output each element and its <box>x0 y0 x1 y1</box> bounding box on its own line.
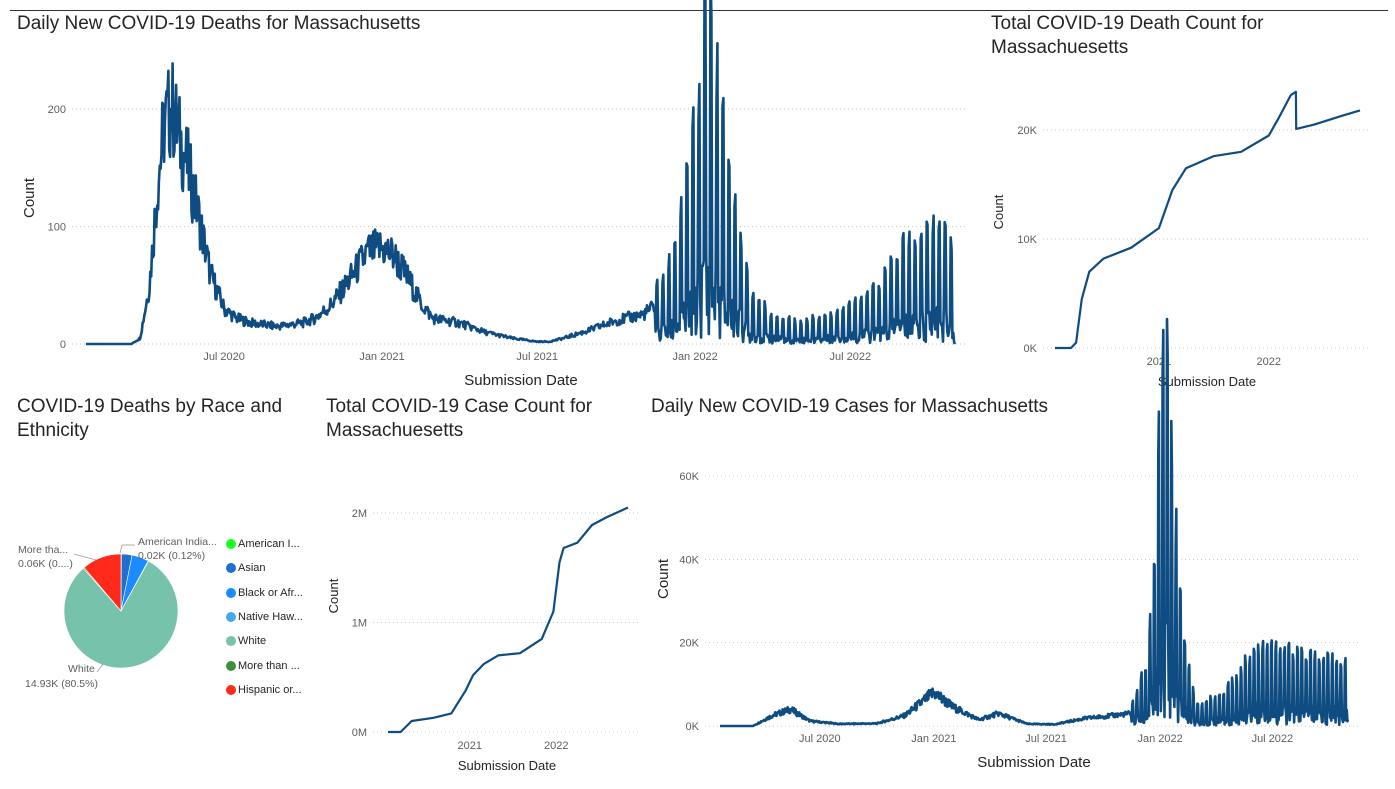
pie-slice[interactable] <box>63 560 179 669</box>
tcases-ytick-label: 0M <box>352 727 367 739</box>
more-slice-name: More tha... <box>18 544 68 556</box>
cases-xtick-label: Jul 2022 <box>1252 733 1294 745</box>
pie-slice[interactable] <box>83 553 122 612</box>
total-cases-line <box>388 506 629 734</box>
daily-cases-xlabel: Submission Date <box>977 754 1090 771</box>
american-slice-value: 0.02K (0.12%) <box>138 550 205 562</box>
legend-label: Asian <box>238 562 266 575</box>
deaths-xtick-label: Jul 2022 <box>830 351 872 363</box>
legend-item[interactable]: White <box>226 629 303 653</box>
white-slice-value: 14.93K (80.5%) <box>25 678 98 690</box>
total-deaths-title: Total COVID-19 Death Count for Massachue… <box>991 13 1264 58</box>
race-chart-title: COVID-19 Deaths by Race and Ethnicity <box>17 396 283 441</box>
cases-ytick-label: 0K <box>686 721 700 733</box>
deaths-ytick-label: 200 <box>48 104 66 116</box>
legend-label: Native Haw... <box>238 611 303 624</box>
legend-label: Hispanic or... <box>238 683 302 696</box>
cases-ytick-label: 40K <box>679 554 699 566</box>
legend-label: American I... <box>238 538 300 551</box>
white-slice-name: White <box>68 663 95 675</box>
total-cases-ylabel: Count <box>326 578 341 613</box>
race-pie-chart: American India... 0.02K (0.12%) More tha… <box>18 536 217 690</box>
daily-deaths-line <box>85 0 957 346</box>
more-slice-value: 0.06K (0....) <box>18 558 73 570</box>
legend-item[interactable]: American I... <box>226 532 303 556</box>
legend-label: White <box>238 635 267 648</box>
legend-item[interactable]: Native Haw... <box>226 605 303 629</box>
tcases-ytick-label: 1M <box>352 618 367 630</box>
total-deaths-xlabel: Submission Date <box>1158 374 1256 389</box>
tdeaths-xtick-label: 2021 <box>1147 356 1171 368</box>
tcases-ytick-label: 2M <box>352 508 367 520</box>
legend-swatch <box>226 539 236 550</box>
legend-swatch <box>226 660 236 671</box>
total-deaths-ylabel: Count <box>991 194 1006 229</box>
total-cases-xlabel: Submission Date <box>458 758 556 773</box>
cases-ytick-label: 60K <box>679 471 699 483</box>
legend-swatch <box>226 636 236 647</box>
daily-cases-line <box>719 317 1350 728</box>
deaths-xtick-label: Jul 2021 <box>516 351 558 363</box>
cases-ytick-label: 20K <box>679 638 699 650</box>
daily-deaths-ylabel: Count <box>21 177 38 218</box>
daily-cases-title: Daily New COVID-19 Cases for Massachuset… <box>651 396 1049 417</box>
legend-item[interactable]: Asian <box>226 556 303 580</box>
legend-item[interactable]: Black or Afr... <box>226 581 303 605</box>
legend-label: More than ... <box>238 659 300 672</box>
white-leader-line <box>96 663 104 673</box>
legend-swatch <box>226 684 236 695</box>
daily-deaths-xlabel: Submission Date <box>464 372 577 389</box>
cases-xtick-label: Jan 2022 <box>1138 733 1183 745</box>
legend-item[interactable]: More than ... <box>226 653 303 677</box>
legend-swatch <box>226 612 236 623</box>
legend-item[interactable]: Hispanic or... <box>226 678 303 702</box>
cases-xtick-label: Jul 2021 <box>1025 733 1067 745</box>
tcases-xtick-label: 2022 <box>544 740 568 752</box>
deaths-ytick-label: 0 <box>60 339 66 351</box>
tdeaths-xtick-label: 2022 <box>1257 356 1281 368</box>
cases-xtick-label: Jul 2020 <box>799 733 841 745</box>
deaths-xtick-label: Jan 2022 <box>672 351 717 363</box>
daily-deaths-title: Daily New COVID-19 Deaths for Massachuse… <box>17 13 421 34</box>
american-slice-name: American India... <box>138 536 217 548</box>
tdeaths-ytick-label: 20K <box>1017 125 1037 137</box>
tcases-xtick-label: 2021 <box>457 740 481 752</box>
total-cases-title: Total COVID-19 Case Count for Massachues… <box>326 396 593 441</box>
legend-swatch <box>226 587 236 598</box>
tdeaths-ytick-label: 10K <box>1017 234 1037 246</box>
top-border <box>10 10 1388 11</box>
daily-cases-ylabel: Count <box>655 558 672 599</box>
deaths-ytick-label: 100 <box>48 222 66 234</box>
deaths-xtick-label: Jul 2020 <box>203 351 245 363</box>
cases-xtick-label: Jan 2021 <box>911 733 956 745</box>
tdeaths-ytick-label: 0K <box>1024 343 1038 355</box>
total-deaths-line <box>1055 90 1361 350</box>
legend-swatch <box>226 563 236 574</box>
more-leader-line <box>73 553 97 561</box>
deaths-xtick-label: Jan 2021 <box>359 351 404 363</box>
race-legend: American I... Asian Black or Afr... Native … <box>226 532 303 702</box>
legend-label: Black or Afr... <box>238 586 303 599</box>
american-leader-line <box>119 544 123 554</box>
